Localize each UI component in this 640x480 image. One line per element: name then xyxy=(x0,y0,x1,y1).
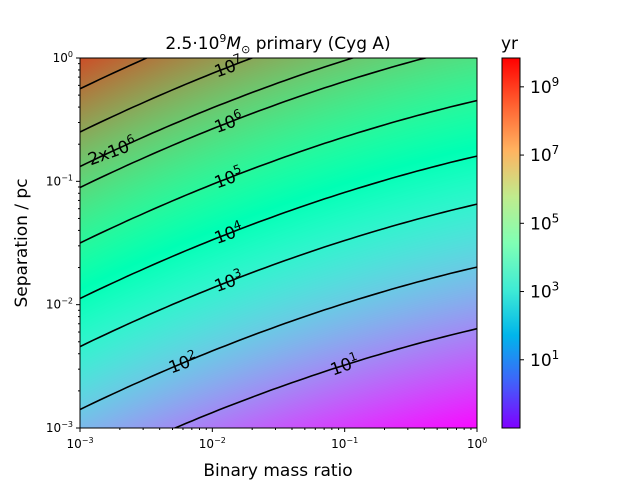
plot-frame xyxy=(79,57,478,429)
contour-line xyxy=(80,99,477,244)
title-suffix: primary (Cyg A) xyxy=(250,34,390,54)
x-tick-label: 10−1 xyxy=(331,436,358,451)
chart-title: 2.5·109M⊙ primary (Cyg A) xyxy=(165,32,390,56)
title-exponent: 9 xyxy=(219,32,226,45)
colorbar-tick-label: 101 xyxy=(530,348,559,371)
contour-line xyxy=(80,58,429,189)
y-axis-ticks: 10−3 10−2 10−1 100 xyxy=(46,50,80,435)
y-tick-label: 10−1 xyxy=(46,173,73,188)
contour-line xyxy=(80,58,255,133)
x-axis-label: Binary mass ratio xyxy=(203,461,352,480)
colorbar-tick-label: 103 xyxy=(530,280,559,303)
y-tick-label: 100 xyxy=(53,50,73,65)
x-axis-ticks: 10−3 10−2 10−1 100 xyxy=(66,428,487,451)
contour-lines xyxy=(80,58,477,428)
y-tick-label: 10−3 xyxy=(46,420,73,435)
y-axis-label: Separation / pc xyxy=(12,178,32,307)
colorbar-tick-label: 105 xyxy=(530,211,559,234)
heatmap-field xyxy=(80,58,477,428)
title-mass-symbol: M xyxy=(226,34,241,54)
x-tick-label: 10−3 xyxy=(66,436,93,451)
title-subscript: ⊙ xyxy=(241,43,250,56)
colorbar xyxy=(501,57,521,429)
x-tick-label: 10−2 xyxy=(199,436,226,451)
colorbar-tick-label: 109 xyxy=(530,75,559,98)
y-tick-label: 10−2 xyxy=(46,297,73,312)
contour-line xyxy=(80,155,477,300)
contour-line xyxy=(80,203,477,348)
contour-line xyxy=(172,327,477,428)
colorbar-tick-label: 107 xyxy=(530,143,559,166)
contour-line xyxy=(80,266,477,411)
colorbar-ticks: 101 103 105 107 109 xyxy=(520,75,559,371)
x-tick-label: 100 xyxy=(467,436,487,451)
title-prefix: 2.5·10 xyxy=(165,34,219,54)
colorbar-label: yr xyxy=(501,34,518,54)
contour-line xyxy=(80,58,356,168)
